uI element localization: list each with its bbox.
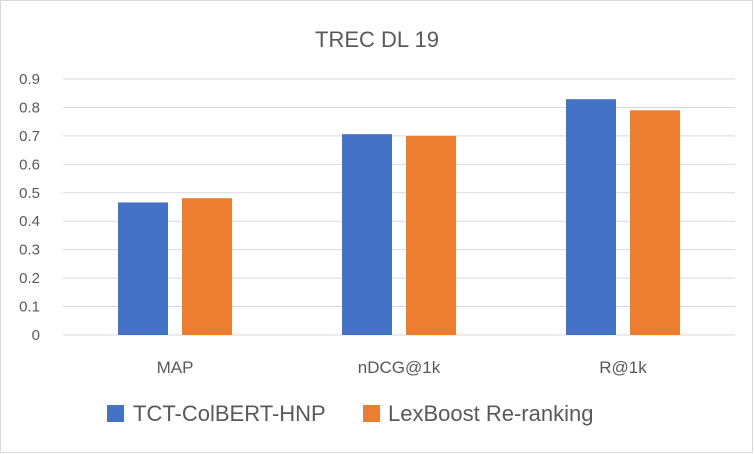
x-category-label: MAP	[157, 358, 194, 377]
bar-series-2	[406, 135, 456, 335]
chart-title: TREC DL 19	[315, 27, 439, 52]
legend-label: TCT-ColBERT-HNP	[133, 401, 326, 426]
y-tick-label: 0.5	[19, 185, 40, 202]
legend-swatch	[363, 405, 380, 422]
bar-series-2	[182, 198, 232, 335]
bar-series-2	[630, 110, 680, 336]
y-tick-label: 0.2	[19, 270, 40, 287]
bar-series-1	[118, 202, 168, 335]
gridlines	[63, 78, 735, 336]
legend: TCT-ColBERT-HNP LexBoost Re-ranking	[107, 401, 593, 426]
x-category-label: nDCG@1k	[358, 358, 441, 377]
y-tick-label: 0	[32, 327, 40, 344]
y-tick-label: 0.6	[19, 156, 40, 173]
bars	[118, 99, 680, 336]
y-axis-ticks: 0 0.1 0.2 0.3 0.4 0.5 0.6 0.7 0.8 0.9	[19, 71, 40, 344]
y-tick-label: 0.1	[19, 299, 40, 316]
y-tick-label: 0.4	[19, 213, 40, 230]
bar-series-1	[342, 134, 392, 335]
y-tick-label: 0.8	[19, 99, 40, 116]
y-tick-label: 0.9	[19, 71, 40, 88]
x-category-label: R@1k	[599, 358, 647, 377]
legend-label: LexBoost Re-ranking	[388, 401, 593, 426]
x-axis-categories: MAP nDCG@1k R@1k	[157, 358, 648, 377]
bar-series-1	[566, 99, 616, 335]
y-tick-label: 0.3	[19, 242, 40, 259]
y-tick-label: 0.7	[19, 128, 40, 145]
legend-swatch	[107, 405, 124, 422]
